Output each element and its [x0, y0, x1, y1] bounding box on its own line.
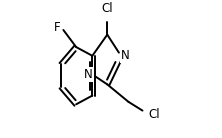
Text: N: N: [84, 68, 92, 81]
Text: Cl: Cl: [148, 108, 160, 121]
Text: N: N: [121, 49, 130, 62]
Text: Cl: Cl: [101, 2, 113, 15]
Text: F: F: [54, 21, 60, 34]
